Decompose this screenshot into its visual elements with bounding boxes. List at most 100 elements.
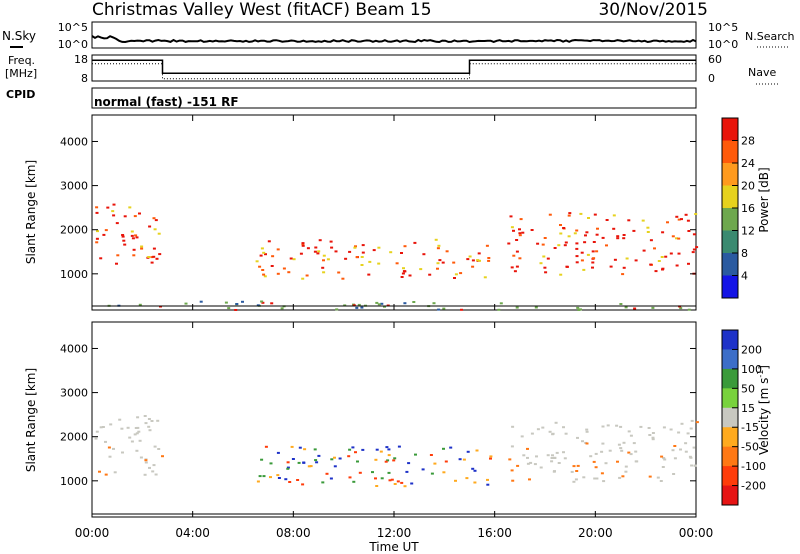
colorbar-tick-label: 4 xyxy=(741,270,748,283)
colorbar-swatch xyxy=(722,230,738,254)
data-cell xyxy=(684,450,688,453)
data-cell xyxy=(309,465,313,468)
colorbar-tick-label: -15 xyxy=(741,421,759,434)
data-cell xyxy=(291,458,295,460)
data-cell xyxy=(270,302,274,305)
data-cell xyxy=(271,255,275,258)
data-cell xyxy=(126,426,130,429)
nave-line xyxy=(92,63,696,80)
data-cell xyxy=(403,485,407,488)
data-cell xyxy=(693,464,697,467)
data-cell xyxy=(515,239,519,241)
data-cell xyxy=(299,252,303,255)
data-cell xyxy=(288,481,292,483)
data-cell xyxy=(280,307,284,310)
data-cell xyxy=(303,448,307,451)
data-cell xyxy=(513,270,517,273)
data-cell xyxy=(144,459,148,462)
data-cell xyxy=(604,462,608,465)
colorbar-swatch xyxy=(722,330,738,350)
data-cell xyxy=(377,246,381,249)
data-cell xyxy=(565,265,569,268)
data-cell xyxy=(133,215,137,218)
data-cell xyxy=(437,244,441,247)
y-tick-label: 2000 xyxy=(60,224,88,237)
data-cell xyxy=(375,301,379,304)
data-cell xyxy=(322,254,326,257)
data-cell xyxy=(654,270,658,273)
velocity-colorbar: 200 100 50 15 -15 -50 -100 -200 xyxy=(721,329,766,506)
data-cell xyxy=(593,477,597,480)
data-cell xyxy=(259,254,263,257)
data-cell xyxy=(672,473,676,475)
data-cell xyxy=(292,258,296,261)
data-cell xyxy=(585,442,589,445)
data-cell xyxy=(445,250,449,253)
data-cell xyxy=(641,219,645,222)
data-cell xyxy=(284,478,288,481)
data-cell xyxy=(95,241,99,244)
data-cell xyxy=(585,428,589,431)
data-cell xyxy=(135,236,139,239)
data-cell xyxy=(575,229,579,232)
data-cell xyxy=(624,470,628,473)
data-cell xyxy=(128,436,132,439)
colorbar-swatch xyxy=(722,388,738,409)
data-cell xyxy=(112,214,116,217)
data-cell xyxy=(227,307,231,310)
data-cell xyxy=(144,461,148,464)
data-cell xyxy=(152,255,156,258)
data-cell xyxy=(608,449,612,452)
data-cell xyxy=(677,237,681,240)
data-cell xyxy=(322,259,325,262)
data-cell xyxy=(326,258,330,261)
data-cell xyxy=(317,250,321,253)
data-cell xyxy=(341,277,345,280)
data-cell xyxy=(199,300,203,303)
x-tick-label: 20:00 xyxy=(578,526,613,540)
data-cell xyxy=(286,466,290,469)
data-cell xyxy=(593,213,597,216)
data-cell xyxy=(625,257,629,260)
power-panel: 1000 2000 3000 4000 Slant Range [km] 28 24 20… xyxy=(24,114,771,311)
data-cell xyxy=(512,254,516,257)
data-cell xyxy=(584,234,587,237)
data-cell xyxy=(397,445,401,448)
data-cell xyxy=(123,243,127,246)
data-cell xyxy=(413,241,417,244)
data-cell xyxy=(276,474,280,477)
data-cell xyxy=(355,256,359,259)
data-cell xyxy=(261,269,265,271)
data-cell xyxy=(616,460,619,463)
data-cell xyxy=(361,251,365,254)
data-cell xyxy=(595,477,599,480)
data-cell xyxy=(360,256,364,258)
data-cell xyxy=(609,265,613,268)
data-cell xyxy=(153,445,157,448)
data-cell xyxy=(675,237,678,240)
data-cell xyxy=(596,227,599,230)
data-cell xyxy=(563,457,567,460)
x-tick-label: 12:00 xyxy=(377,526,412,540)
data-cell xyxy=(405,470,409,473)
data-cell xyxy=(428,273,432,276)
data-cell xyxy=(592,460,596,463)
data-cell xyxy=(688,455,692,458)
data-cell xyxy=(264,253,267,256)
data-cell xyxy=(315,461,319,464)
data-cell xyxy=(260,458,264,461)
data-cell xyxy=(622,234,626,236)
data-cell xyxy=(487,259,491,262)
data-cell xyxy=(662,457,666,460)
noise-left-tick-bottom: 10^0 xyxy=(58,38,88,51)
data-cell xyxy=(657,260,661,262)
data-cell xyxy=(98,470,101,473)
cpid-panel-frame xyxy=(91,87,697,109)
data-cell xyxy=(389,251,393,254)
nave-tick-bottom: 0 xyxy=(708,72,715,85)
power-y-axis-label: Slant Range [km] xyxy=(24,160,38,264)
data-cell xyxy=(621,475,625,478)
data-cell xyxy=(118,418,122,421)
data-cell xyxy=(475,449,479,452)
data-cell xyxy=(387,471,391,474)
